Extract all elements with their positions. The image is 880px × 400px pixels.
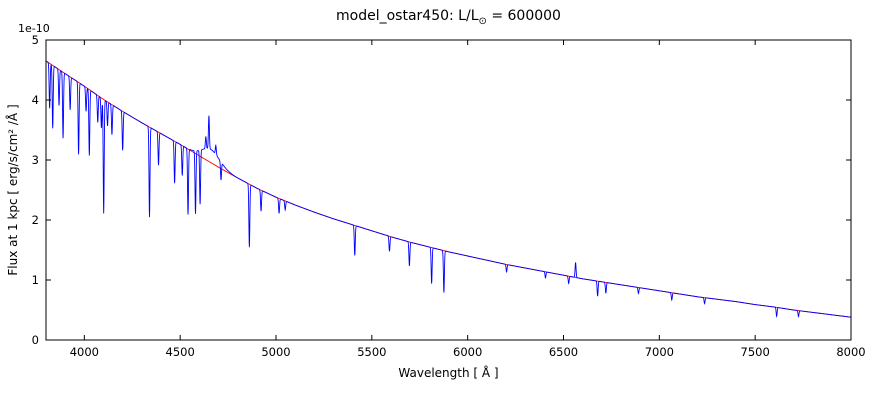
x-tick-label: 8000 bbox=[836, 345, 865, 359]
y-tick-label: 1 bbox=[32, 273, 39, 287]
x-tick-label: 4500 bbox=[166, 345, 195, 359]
y-tick-label: 5 bbox=[32, 33, 39, 47]
y-tick-label: 2 bbox=[32, 213, 39, 227]
y-axis-offset-label: 1e-10 bbox=[18, 22, 50, 35]
x-tick-label: 5000 bbox=[261, 345, 290, 359]
x-tick-label: 7000 bbox=[645, 345, 674, 359]
x-tick-label: 6000 bbox=[453, 345, 482, 359]
x-tick-label: 7500 bbox=[741, 345, 770, 359]
x-tick-label: 6500 bbox=[549, 345, 578, 359]
plot-title-value: = 600000 bbox=[486, 8, 561, 24]
axes-background bbox=[46, 40, 851, 340]
x-axis-label: Wavelength [ Å ] bbox=[398, 366, 499, 380]
axes-frame bbox=[45, 39, 852, 341]
y-axis-label: Flux at 1 kpc [ erg/s/cm² /Å ] bbox=[6, 104, 20, 276]
x-tick-label: 5500 bbox=[357, 345, 386, 359]
y-tick-label: 4 bbox=[32, 93, 39, 107]
sun-symbol: ⊙ bbox=[478, 15, 487, 27]
x-tick-label: 4000 bbox=[70, 345, 99, 359]
y-tick-label: 3 bbox=[32, 153, 39, 167]
plot-title-text: model_ostar450: L/L bbox=[336, 8, 479, 24]
y-tick-label: 0 bbox=[32, 333, 39, 347]
observed-spectrum-line bbox=[45, 60, 852, 319]
plot-title: model_ostar450: L/L⊙ = 600000 bbox=[46, 8, 851, 27]
